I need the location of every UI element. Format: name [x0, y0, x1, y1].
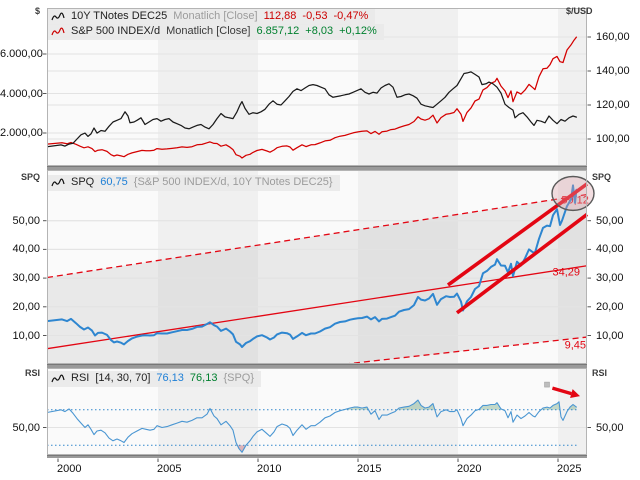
- y-tick-label: 50,00: [12, 214, 40, 227]
- y-tick-label: 2.000,00: [0, 127, 43, 139]
- series-name: SPQ: [71, 176, 95, 188]
- forecast-arrow-annotation[interactable]: [551, 386, 580, 399]
- series-value2: 76,13: [189, 372, 218, 384]
- axis-title-spq-left: SPQ: [20, 172, 40, 182]
- y-tick-label: 140,00: [596, 65, 630, 77]
- y-tick-label: 160,00: [596, 31, 630, 43]
- y-tick-label: 6.000,00: [0, 48, 43, 60]
- x-tick-label: 2025: [557, 463, 582, 475]
- series-source: {SPQ}: [223, 372, 255, 384]
- y-tick-label: 20,00: [12, 300, 40, 313]
- y-tick-label: 10,00: [596, 329, 624, 342]
- x-tick-label: 2010: [257, 463, 282, 475]
- series-mode: Monatlich [Close]: [173, 10, 258, 22]
- legend-spq[interactable]: SPQ 60,75 {S&P 500 INDEX/d, 10Y TNotes D…: [48, 175, 340, 191]
- trendline-value-label: 9,45: [565, 340, 586, 352]
- axis-title-price-right: $/USD: [566, 6, 593, 16]
- y-tick-label: 4.000,00: [0, 87, 43, 100]
- breakout-ellipse-annotation[interactable]: [551, 175, 595, 212]
- trendline-value-label: 34,29: [552, 266, 580, 278]
- series-wave-icon: [51, 373, 65, 384]
- series-wave-icon: [51, 11, 65, 22]
- y-tick-label: 30,00: [12, 272, 40, 285]
- y-tick-label: 100,00: [596, 133, 630, 145]
- series-value: 76,13: [156, 372, 184, 384]
- x-tick-label: 2000: [57, 463, 82, 475]
- series-name: RSI: [71, 372, 90, 384]
- x-tick-label: 2020: [457, 463, 482, 475]
- series-change: -0,53: [302, 10, 328, 22]
- y-tick-label: 120,00: [596, 99, 630, 111]
- legend-rsi[interactable]: RSI [14, 30, 70] 76,13 76,13 {SPQ}: [48, 371, 262, 387]
- axis-title-price-left: $: [34, 6, 40, 16]
- series-sources: {S&P 500 INDEX/d, 10Y TNotes DEC25}: [133, 176, 333, 188]
- annotation-drag-handle[interactable]: [544, 381, 550, 388]
- series-wave-icon: [51, 177, 65, 188]
- axis-title-spq-right: SPQ: [592, 172, 612, 182]
- series-wave-icon: [51, 26, 65, 37]
- axis-title-rsi-right: RSI: [592, 368, 608, 378]
- x-tick-label: 2015: [357, 463, 382, 475]
- y-tick-label: 10,00: [12, 329, 40, 342]
- y-tick-label: 30,00: [596, 272, 624, 285]
- series-value: 6.857,12: [256, 25, 300, 37]
- series-change-pct: -0,47%: [333, 10, 369, 22]
- series-value: 112,88: [263, 10, 297, 22]
- y-tick-label: 50,00: [596, 421, 624, 434]
- series-name: 10Y TNotes DEC25: [71, 10, 168, 22]
- series-mode: Monatlich [Close]: [166, 25, 251, 37]
- y-tick-label: 50,00: [596, 214, 624, 227]
- series-change-pct: +0,12%: [339, 25, 377, 37]
- legend-tnotes[interactable]: 10Y TNotes DEC25 Monatlich [Close] 112,8…: [48, 9, 376, 25]
- y-tick-label: 50,00: [12, 421, 40, 434]
- series-params: [14, 30, 70]: [95, 372, 151, 384]
- y-tick-label: 40,00: [12, 243, 40, 256]
- series-change: +8,03: [305, 25, 334, 37]
- x-tick-label: 2005: [157, 463, 182, 475]
- legend-sp500[interactable]: S&P 500 INDEX/d Monatlich [Close] 6.857,…: [48, 24, 384, 40]
- y-tick-label: 20,00: [596, 300, 624, 313]
- y-tick-label: 40,00: [596, 243, 624, 256]
- series-name: S&P 500 INDEX/d: [71, 25, 161, 37]
- axis-title-rsi-left: RSI: [24, 368, 40, 378]
- series-value: 60,75: [100, 176, 128, 188]
